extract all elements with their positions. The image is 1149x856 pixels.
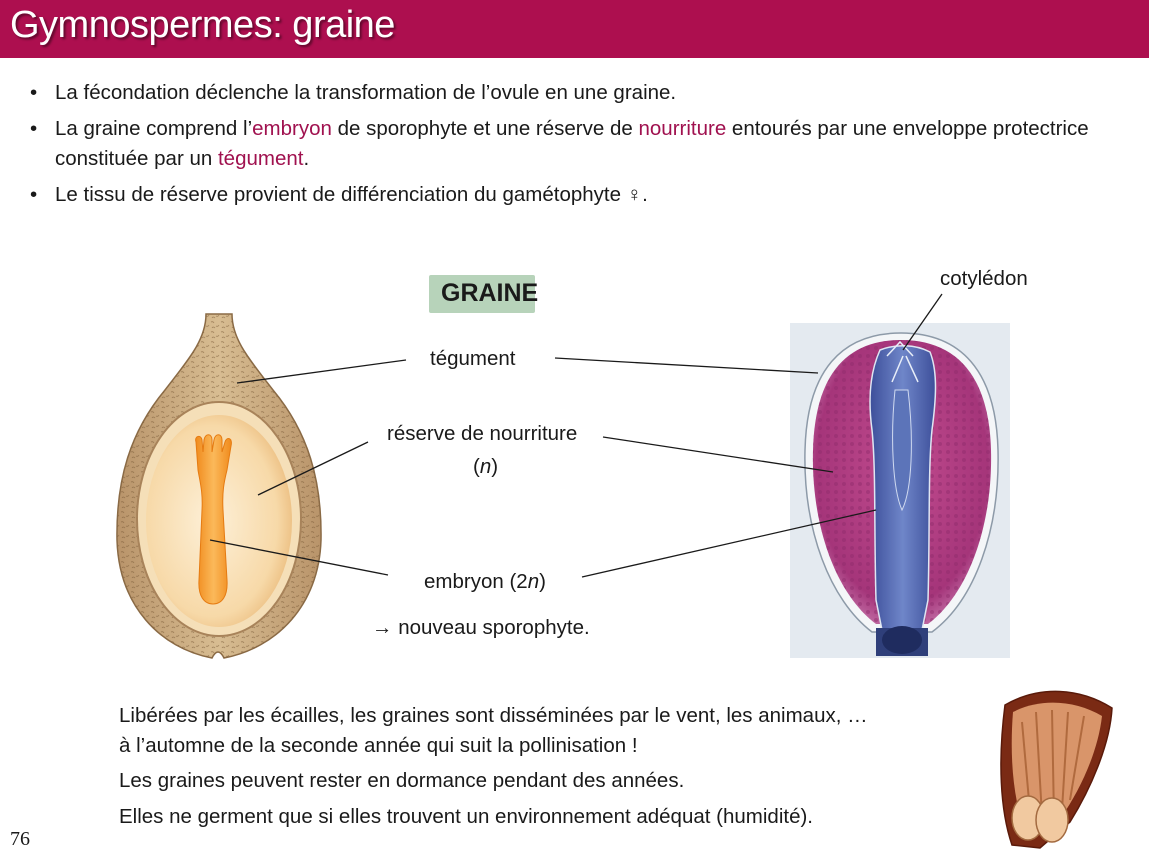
paragraph-line-4: Elles ne germent que si elles trouvent u… bbox=[119, 805, 813, 828]
leader-cotyledon bbox=[902, 293, 943, 351]
title-bar: Gymnospermes: graine bbox=[0, 0, 1149, 58]
leader-embryon-right bbox=[581, 509, 877, 578]
label-reserve: réserve de nourriture bbox=[387, 422, 578, 445]
bullet-list: La fécondation déclenche la transformati… bbox=[30, 78, 1130, 216]
embryo bbox=[195, 434, 232, 605]
slide-title: Gymnospermes: graine bbox=[10, 4, 395, 46]
winged-seed-drawing bbox=[1000, 690, 1113, 849]
embryon-close: ) bbox=[539, 570, 546, 593]
paragraph-line-1: Libérées par les écailles, les graines s… bbox=[119, 704, 868, 727]
label-tegument: tégument bbox=[430, 347, 516, 370]
bullet-text: La graine comprend l’ bbox=[55, 117, 253, 140]
leader-lines bbox=[209, 293, 943, 578]
paragraph-line-2: à l’automne de la seconde année qui suit… bbox=[119, 734, 638, 757]
term-tegument: tégument bbox=[217, 147, 304, 170]
ploidy-n: n bbox=[479, 455, 492, 478]
leader-reserve-left bbox=[257, 441, 369, 496]
ploidy-close: ) bbox=[491, 455, 499, 478]
bullet-tissu-reserve: Le tissu de réserve provient de différen… bbox=[30, 180, 1130, 210]
label-reserve-ploidy: (n) bbox=[473, 455, 498, 479]
label-embryon: embryon (2n) bbox=[424, 570, 546, 594]
page-number: 76 bbox=[10, 828, 30, 850]
leader-embryon-left bbox=[209, 539, 389, 576]
label-sporophyte: → nouveau sporophyte. bbox=[372, 616, 590, 639]
ploidy-open: ( bbox=[473, 455, 480, 478]
term-embryon: embryon bbox=[252, 117, 332, 140]
label-cotyledon: cotylédon bbox=[940, 267, 1028, 290]
seed-micrograph bbox=[790, 323, 1010, 658]
bullet-text: entourés par une enveloppe protectrice c… bbox=[55, 117, 1089, 170]
graine-heading: GRAINE bbox=[441, 279, 539, 307]
embryon-text: embryon (2 bbox=[424, 570, 528, 593]
seed-drawing bbox=[116, 313, 322, 659]
leader-tegument-right bbox=[554, 357, 819, 374]
leader-tegument-left bbox=[236, 359, 407, 384]
embryon-n: n bbox=[527, 570, 540, 593]
graine-heading-box bbox=[429, 275, 535, 313]
leader-reserve-right bbox=[602, 436, 834, 473]
term-nourriture: nourriture bbox=[638, 117, 727, 140]
bullet-graine-composition: La graine comprend l’embryon de sporophy… bbox=[30, 114, 1130, 174]
bullet-text: . bbox=[303, 147, 310, 170]
bullet-fecondation: La fécondation déclenche la transformati… bbox=[30, 78, 1130, 108]
bullet-text: de sporophyte et une réserve de bbox=[331, 117, 639, 140]
paragraph-line-3: Les graines peuvent rester en dormance p… bbox=[119, 769, 685, 792]
